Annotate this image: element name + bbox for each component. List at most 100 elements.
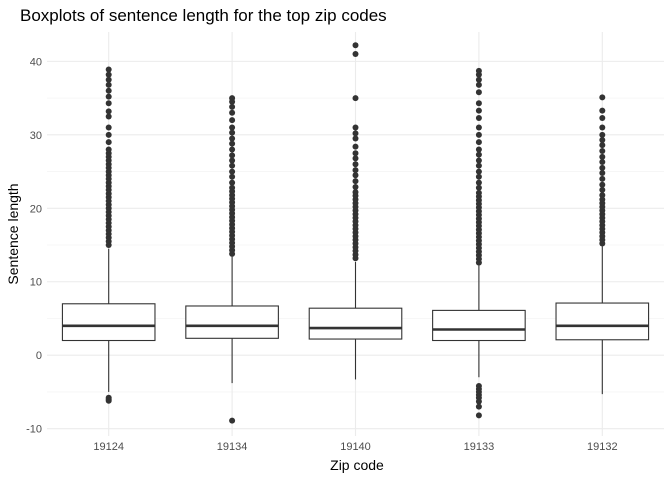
outlier-point <box>475 81 482 88</box>
outlier-point <box>105 113 112 120</box>
outlier-point <box>352 155 359 162</box>
outlier-point <box>475 151 482 158</box>
outlier-point <box>599 142 606 149</box>
outlier-point <box>352 95 359 102</box>
outlier-point <box>475 146 482 153</box>
outlier-point <box>352 124 359 131</box>
outlier-point <box>599 159 606 166</box>
x-tick-label: 19132 <box>587 441 618 453</box>
outlier-point <box>105 108 112 115</box>
outlier-point <box>352 189 359 196</box>
box-iqr <box>61 303 156 342</box>
outlier-point <box>105 93 112 100</box>
outlier-point <box>475 403 482 410</box>
outlier-point <box>229 95 236 102</box>
outlier-point <box>599 107 606 114</box>
outlier-point <box>229 124 236 131</box>
box-iqr <box>555 302 650 341</box>
x-tick-label: 19133 <box>464 441 495 453</box>
outlier-point <box>599 114 606 121</box>
outlier-point <box>105 146 112 153</box>
outlier-point <box>475 76 482 83</box>
outlier-point <box>352 167 359 174</box>
outlier-point <box>229 157 236 164</box>
outlier-point <box>475 67 482 74</box>
outlier-point <box>475 114 482 121</box>
y-tick-label: 10 <box>30 277 42 289</box>
outlier-point <box>352 42 359 49</box>
y-axis-title: Sentence length <box>5 183 21 284</box>
outlier-point <box>105 131 112 138</box>
outlier-point <box>105 397 112 404</box>
outlier-point <box>229 417 236 424</box>
outlier-point <box>229 117 236 124</box>
outlier-point <box>352 161 359 168</box>
outlier-point <box>475 107 482 114</box>
outlier-point <box>599 164 606 171</box>
outlier-point <box>352 135 359 142</box>
outlier-point <box>599 175 606 182</box>
outlier-point <box>475 100 482 107</box>
outlier-point <box>475 184 482 191</box>
outlier-point <box>599 196 606 203</box>
y-tick-label: -10 <box>26 424 42 436</box>
outlier-point <box>105 71 112 78</box>
outlier-point <box>229 152 236 159</box>
boxplot-19134 <box>185 95 279 424</box>
x-axis-title: Zip code <box>330 457 384 473</box>
outlier-point <box>105 81 112 88</box>
outlier-point <box>229 109 236 116</box>
y-tick-label: 20 <box>30 203 42 215</box>
outlier-point <box>352 172 359 179</box>
outlier-point <box>599 136 606 143</box>
outlier-point <box>599 147 606 154</box>
outlier-point <box>599 192 606 199</box>
box-iqr <box>185 305 279 339</box>
x-tick-label: 19140 <box>340 441 371 453</box>
outlier-point <box>229 173 236 180</box>
outlier-point <box>352 51 359 58</box>
outlier-point <box>229 146 236 153</box>
x-tick-label: 19124 <box>93 441 124 453</box>
outlier-point <box>599 131 606 138</box>
outlier-point <box>105 124 112 131</box>
outlier-point <box>105 100 112 107</box>
x-tick-label: 19134 <box>217 441 248 453</box>
outlier-point <box>229 135 236 142</box>
y-tick-labels: -10 0 10 20 30 40 <box>26 56 42 435</box>
outlier-point <box>599 124 606 131</box>
outlier-point <box>475 162 482 169</box>
outlier-point <box>475 412 482 419</box>
outlier-point <box>352 178 359 185</box>
outlier-point <box>475 89 482 96</box>
outlier-point <box>105 76 112 83</box>
y-tick-label: 0 <box>36 350 42 362</box>
outlier-point <box>475 131 482 138</box>
outlier-point <box>352 130 359 137</box>
outlier-point <box>352 143 359 150</box>
outlier-point <box>229 184 236 191</box>
outlier-point <box>475 173 482 180</box>
outlier-point <box>475 189 482 196</box>
y-tick-label: 30 <box>30 130 42 142</box>
outlier-point <box>599 181 606 188</box>
outlier-point <box>105 66 112 73</box>
box-layer <box>61 42 650 424</box>
outlier-point <box>229 140 236 147</box>
outlier-point <box>229 103 236 110</box>
box-iqr <box>308 307 403 340</box>
outlier-point <box>352 183 359 190</box>
outlier-point <box>475 139 482 146</box>
outlier-point <box>599 186 606 193</box>
outlier-point <box>599 94 606 101</box>
boxplot-19124 <box>61 66 156 404</box>
outlier-point <box>599 170 606 177</box>
outlier-point <box>475 179 482 186</box>
outlier-point <box>475 124 482 131</box>
outlier-point <box>475 398 482 405</box>
outlier-point <box>229 129 236 136</box>
outlier-point <box>599 153 606 160</box>
